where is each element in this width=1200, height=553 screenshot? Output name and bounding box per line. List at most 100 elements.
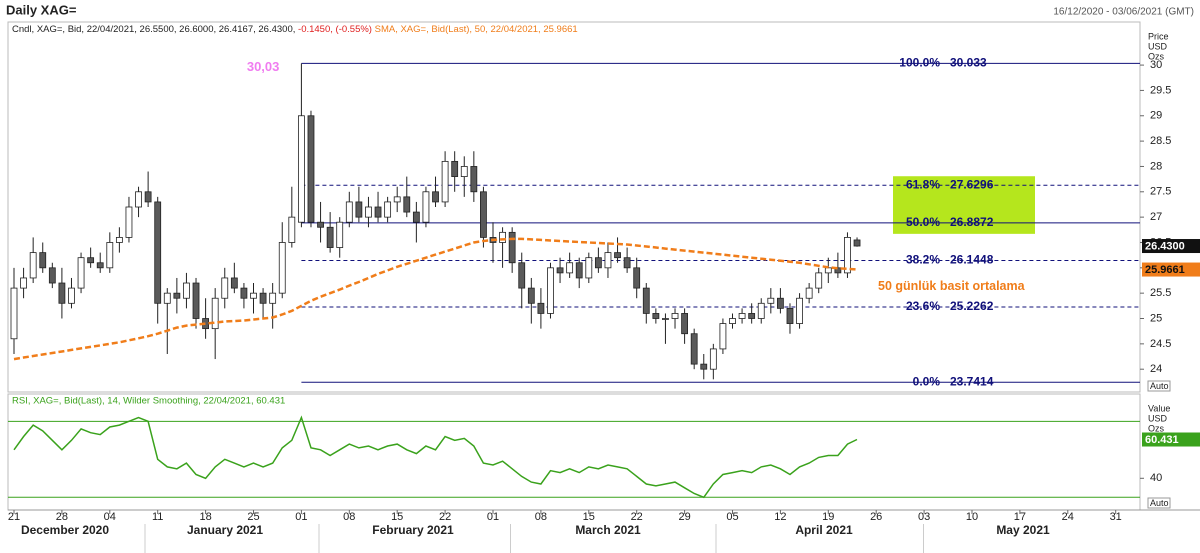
x-tick-label: 03 xyxy=(918,511,930,523)
candle-body xyxy=(527,287,535,304)
x-tick-label: 22 xyxy=(439,511,451,523)
candle-body xyxy=(221,277,229,299)
candle-legend: Cndl, XAG=, Bid, 22/04/2021, 26.5500, 26… xyxy=(12,24,295,35)
y-tick-label: 40 xyxy=(1150,472,1162,484)
x-tick-label: 08 xyxy=(343,511,355,523)
candle-body xyxy=(518,262,526,289)
candle-body xyxy=(412,211,420,223)
scale-button[interactable] xyxy=(1147,380,1171,392)
candle-body xyxy=(805,287,813,299)
y-tick-label: 27.5 xyxy=(1150,186,1171,198)
y-tick-label: 29.5 xyxy=(1150,84,1171,96)
candle-body xyxy=(48,267,56,284)
candle-body xyxy=(393,196,401,203)
rsi-legend: RSI, XAG=, Bid(Last), 14, Wilder Smoothi… xyxy=(12,396,285,407)
candle-body xyxy=(681,313,688,335)
month-label: March 2021 xyxy=(575,523,641,537)
annotation: 50 günlük basit ortalama xyxy=(878,279,1026,293)
y-tick-label: 30 xyxy=(1150,59,1162,71)
x-tick-label: 25 xyxy=(247,511,259,523)
candle-body xyxy=(20,277,27,289)
fib-highlight xyxy=(893,176,1035,234)
x-tick-label: 10 xyxy=(966,511,978,523)
candle-body xyxy=(844,237,851,274)
price-tag-label: 60.431 xyxy=(1145,434,1179,446)
x-tick-label: 26 xyxy=(870,511,882,523)
fib-value: 25.2262 xyxy=(950,299,994,313)
fib-value: 26.8872 xyxy=(950,215,994,229)
candle-body xyxy=(87,257,95,264)
candle-body xyxy=(278,242,286,294)
date-range: 16/12/2020 - 03/06/2021 (GMT) xyxy=(1053,7,1194,18)
x-tick-label: 19 xyxy=(822,511,834,523)
candle-body xyxy=(719,323,727,350)
scale-button[interactable] xyxy=(1147,497,1171,509)
candle-body xyxy=(144,191,152,203)
fib-value: 30.033 xyxy=(950,56,987,70)
candle-body xyxy=(307,115,315,223)
fib-label: 61.8% xyxy=(906,177,940,191)
y-axis-label: Ozs xyxy=(1148,51,1165,61)
candle-body xyxy=(834,267,842,274)
candle-body xyxy=(767,297,775,304)
candle-body xyxy=(709,348,717,370)
candle-body xyxy=(163,292,171,304)
month-label: December 2020 xyxy=(21,523,109,537)
candle-body xyxy=(288,216,296,243)
candle-body xyxy=(815,272,823,289)
y-tick-label: 25.5 xyxy=(1150,287,1171,299)
candle-body xyxy=(355,201,363,218)
candle-body xyxy=(96,262,104,269)
candle-body xyxy=(365,206,372,218)
candle-body xyxy=(729,318,736,324)
scale-mode[interactable]: Auto xyxy=(1150,498,1169,508)
x-tick-label: 21 xyxy=(8,511,20,523)
scale-mode[interactable]: Auto xyxy=(1150,381,1169,391)
fib-value: 26.1448 xyxy=(950,253,994,267)
candle-body xyxy=(460,166,468,177)
candle-body xyxy=(594,257,602,269)
candle-body xyxy=(796,297,803,324)
month-label: February 2021 xyxy=(372,523,454,537)
y-tick-label: 29 xyxy=(1150,110,1162,122)
candle-body xyxy=(317,221,324,228)
chart-title: Daily XAG= xyxy=(6,2,77,17)
candle-body xyxy=(230,277,238,289)
y-tick-label: 27 xyxy=(1150,211,1162,223)
candle-body xyxy=(211,297,219,330)
x-tick-label: 15 xyxy=(583,511,595,523)
price-legend: Cndl, XAG=, Bid, 22/04/2021, 26.5500, 26… xyxy=(12,24,578,35)
rsi-axis-label: USD xyxy=(1148,413,1168,423)
fib-value: 27.6296 xyxy=(950,177,994,191)
candle-body xyxy=(547,267,554,314)
x-tick-label: 12 xyxy=(774,511,786,523)
candle-body xyxy=(777,297,784,309)
x-tick-label: 31 xyxy=(1110,511,1122,523)
price-panel xyxy=(7,21,1141,393)
candle-body xyxy=(470,166,478,193)
candle-body xyxy=(480,191,487,238)
x-tick-label: 01 xyxy=(487,511,499,523)
candle-body xyxy=(623,257,631,269)
rsi-axis-label: Value xyxy=(1148,403,1170,413)
fib-label: 23.6% xyxy=(906,299,940,313)
y-axis-label: Price xyxy=(1148,31,1169,41)
y-tick-label: 24 xyxy=(1150,363,1162,375)
candle-body xyxy=(824,267,832,274)
candle-body xyxy=(432,191,439,203)
candle-body xyxy=(853,239,861,247)
candle-body xyxy=(106,242,114,269)
annotation: 30,03 xyxy=(247,59,280,74)
candle-body xyxy=(556,267,564,274)
candle-body xyxy=(757,302,765,319)
price-tag xyxy=(1142,239,1200,254)
x-tick-label: 11 xyxy=(152,511,163,523)
candle-body xyxy=(604,252,612,269)
candle-body xyxy=(384,201,392,218)
y-tick-label: 28.5 xyxy=(1150,135,1171,147)
candle-body xyxy=(499,231,506,243)
x-tick-label: 15 xyxy=(391,511,403,523)
candle-body xyxy=(183,282,190,299)
candle-body xyxy=(575,262,583,279)
